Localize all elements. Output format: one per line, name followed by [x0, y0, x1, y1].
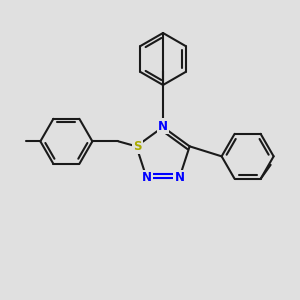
Text: N: N — [142, 171, 152, 184]
Text: S: S — [133, 140, 142, 153]
Text: N: N — [175, 171, 184, 184]
Text: N: N — [158, 119, 168, 133]
